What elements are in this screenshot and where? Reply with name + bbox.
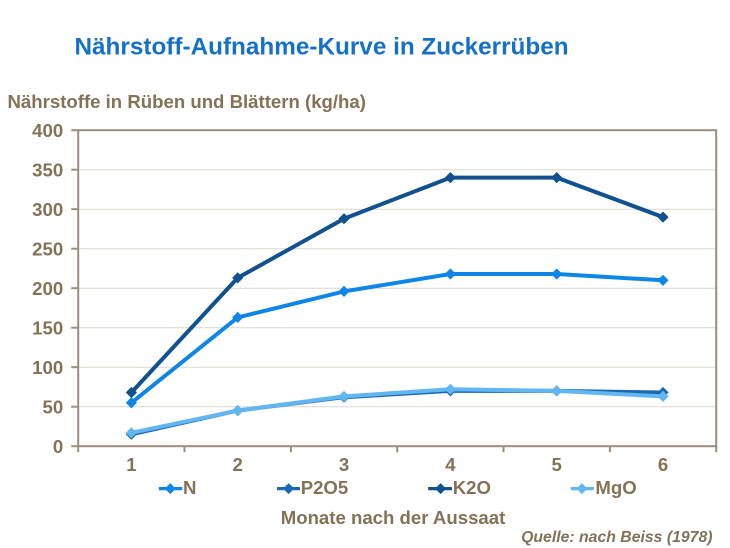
svg-text:200: 200 bbox=[32, 278, 63, 299]
svg-text:50: 50 bbox=[43, 396, 64, 417]
svg-text:Nährstoff-Aufnahme-Kurve in Zu: Nährstoff-Aufnahme-Kurve in Zuckerrüben bbox=[75, 34, 569, 61]
svg-text:6: 6 bbox=[658, 454, 668, 475]
svg-text:3: 3 bbox=[339, 454, 349, 475]
svg-text:100: 100 bbox=[32, 357, 63, 378]
svg-text:2: 2 bbox=[233, 454, 243, 475]
svg-text:5: 5 bbox=[552, 454, 562, 475]
svg-text:Quelle: nach Beiss (1978): Quelle: nach Beiss (1978) bbox=[521, 529, 712, 546]
svg-text:P2O5: P2O5 bbox=[301, 477, 349, 498]
svg-text:Nährstoffe in Rüben und Blätte: Nährstoffe in Rüben und Blättern (kg/ha) bbox=[8, 91, 366, 112]
svg-text:0: 0 bbox=[53, 436, 63, 457]
svg-text:150: 150 bbox=[32, 317, 63, 338]
svg-text:250: 250 bbox=[32, 238, 63, 259]
svg-text:350: 350 bbox=[32, 159, 63, 180]
svg-text:400: 400 bbox=[32, 120, 63, 141]
svg-text:300: 300 bbox=[32, 199, 63, 220]
svg-text:Monate nach der Aussaat: Monate nach der Aussaat bbox=[281, 507, 506, 528]
svg-text:N: N bbox=[183, 477, 196, 498]
svg-text:4: 4 bbox=[445, 454, 456, 475]
svg-text:MgO: MgO bbox=[595, 477, 636, 498]
svg-text:1: 1 bbox=[126, 454, 136, 475]
svg-text:K2O: K2O bbox=[453, 477, 491, 498]
